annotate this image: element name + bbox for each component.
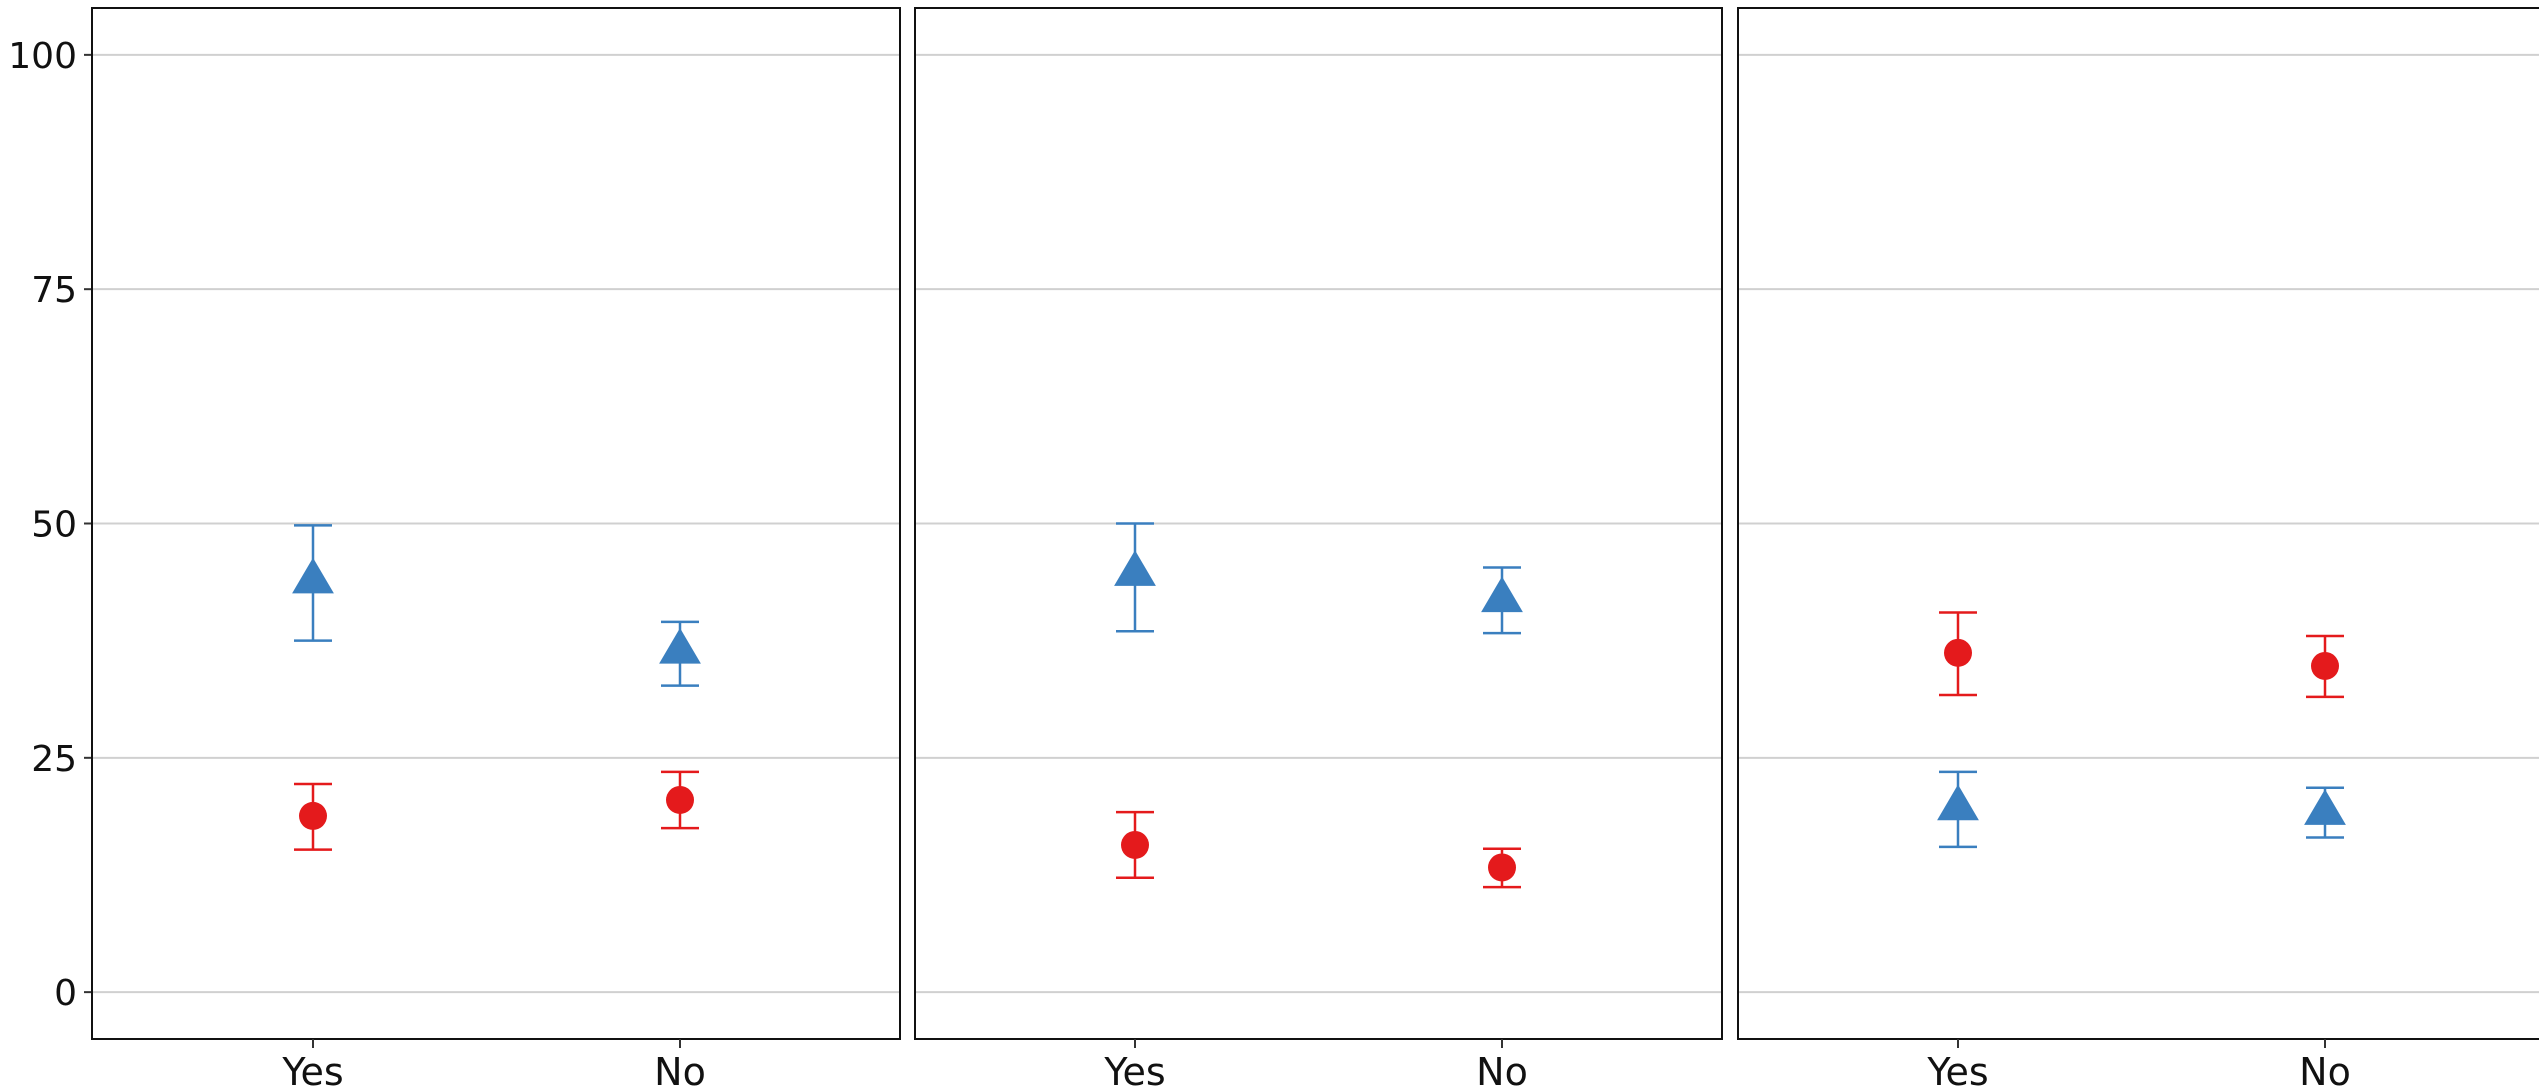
data-point-circle	[2311, 651, 2339, 680]
x-tick-label: No	[2299, 1050, 2351, 1091]
y-tick-label: 75	[31, 270, 77, 311]
data-point-triangle	[1114, 550, 1156, 586]
x-tick-label: No	[654, 1050, 706, 1091]
y-axis: 0 25 50 75 100	[8, 36, 92, 1014]
panel-border	[91, 7, 901, 1040]
x-tick-label: No	[1476, 1050, 1528, 1091]
data-point-circle	[1121, 830, 1149, 859]
data-point-circle	[299, 801, 327, 830]
series-triangle	[292, 524, 701, 687]
y-tick-label: 25	[31, 739, 77, 780]
series-triangle	[1114, 522, 1523, 635]
data-point-triangle	[1937, 784, 1979, 821]
series-circle	[1939, 611, 2344, 699]
facet-panel-2: Yes No	[914, 7, 1723, 1091]
panel-border	[1737, 7, 2539, 1040]
data-point-circle	[666, 785, 694, 814]
series-circle	[294, 770, 699, 851]
y-tick-label: 50	[31, 505, 77, 546]
data-point-triangle	[292, 557, 334, 594]
series-triangle	[1937, 770, 2346, 849]
x-tick-label: Yes	[1103, 1050, 1165, 1091]
data-point-triangle	[1481, 576, 1523, 613]
facet-panels: Yes No Yes No Yes No	[91, 7, 2539, 1091]
x-tick-label: Yes	[1926, 1050, 1988, 1091]
y-tick-label: 0	[54, 973, 77, 1014]
series-circle	[1116, 810, 1521, 889]
panel-border	[914, 7, 1723, 1040]
y-tick-label: 100	[8, 36, 77, 77]
data-point-triangle	[659, 628, 701, 664]
facet-panel-1: Yes No	[91, 7, 901, 1091]
data-point-triangle	[2304, 789, 2346, 825]
facet-panel-3: Yes No	[1737, 7, 2539, 1091]
data-point-circle	[1944, 638, 1972, 667]
x-tick-label: Yes	[281, 1050, 343, 1091]
data-point-circle	[1488, 853, 1516, 882]
